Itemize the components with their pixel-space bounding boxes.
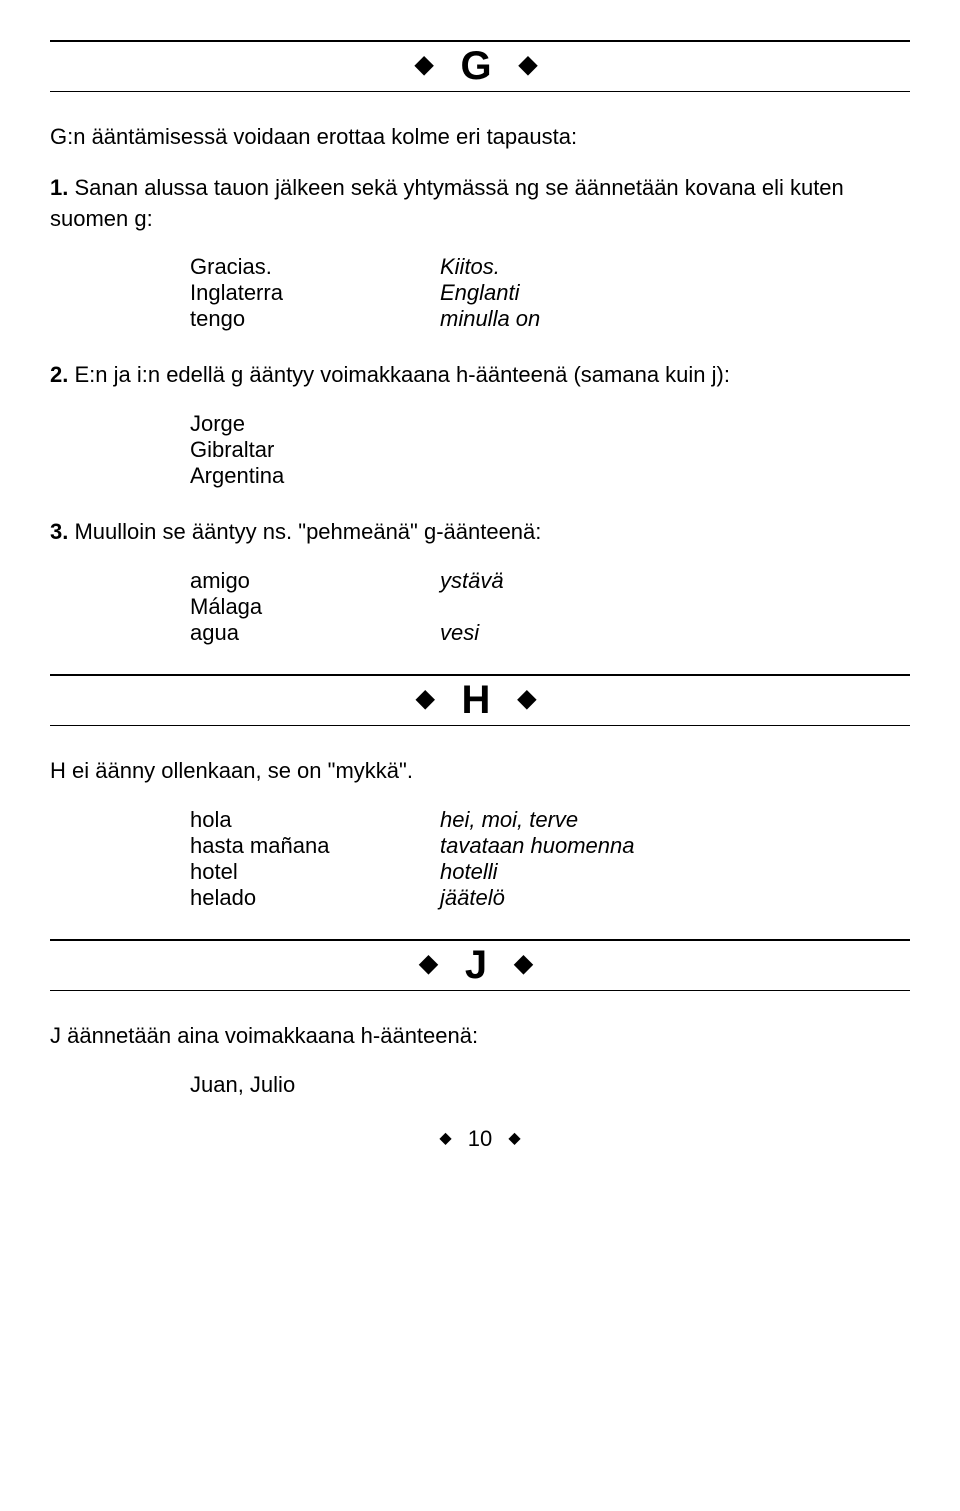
word-left: amigo (190, 568, 440, 594)
word-left: helado (190, 885, 440, 911)
word-left: tengo (190, 306, 440, 332)
table-row: Málaga (190, 594, 910, 620)
list-item: Jorge (190, 411, 910, 437)
diamond-icon: ◆ (514, 949, 540, 978)
word-right: hotelli (440, 859, 497, 885)
word-right: jäätelö (440, 885, 505, 911)
section-letter-h: ◆ H ◆ (50, 676, 910, 725)
diamond-icon: ◆ (419, 949, 445, 978)
table-row: hasta mañana tavataan huomenna (190, 833, 910, 859)
j-items: Juan, Julio (190, 1072, 910, 1098)
diamond-icon: ◆ (439, 1128, 451, 1148)
g-rule3: 3. Muulloin se ääntyy ns. "pehmeänä" g-ä… (50, 517, 910, 548)
list-item: Juan, Julio (190, 1072, 910, 1098)
rule2-num: 2. (50, 362, 68, 387)
letter-g: G (460, 44, 499, 88)
word-right: minulla on (440, 306, 540, 332)
g-rule2: 2. E:n ja i:n edellä g ääntyy voimakkaan… (50, 360, 910, 391)
word-right: Englanti (440, 280, 520, 306)
table-row: helado jäätelö (190, 885, 910, 911)
table-row: hola hei, moi, terve (190, 807, 910, 833)
list-item: Argentina (190, 463, 910, 489)
diamond-icon: ◆ (508, 1128, 520, 1148)
word-left: Málaga (190, 594, 440, 620)
rule2-text: E:n ja i:n edellä g ääntyy voimakkaana h… (68, 362, 730, 387)
table-row: Inglaterra Englanti (190, 280, 910, 306)
word-right: tavataan huomenna (440, 833, 635, 859)
g-rule1-table: Gracias. Kiitos. Inglaterra Englanti ten… (190, 254, 910, 332)
diamond-icon: ◆ (416, 684, 442, 713)
section-letter-j: ◆ J ◆ (50, 941, 910, 990)
page-footer: ◆ 10 ◆ (50, 1126, 910, 1152)
g-rule1: 1. Sanan alussa tauon jälkeen sekä yhtym… (50, 173, 910, 235)
rule3-num: 3. (50, 519, 68, 544)
word-left: Inglaterra (190, 280, 440, 306)
section-header-j: ◆ J ◆ (50, 940, 910, 991)
word-left: Gracias. (190, 254, 440, 280)
section-letter-g: ◆ G ◆ (50, 42, 910, 91)
diamond-icon: ◆ (518, 684, 544, 713)
h-table: hola hei, moi, terve hasta mañana tavata… (190, 807, 910, 911)
g-rule2-list: Jorge Gibraltar Argentina (190, 411, 910, 489)
g-rule3-table: amigo ystävä Málaga agua vesi (190, 568, 910, 646)
word-right: hei, moi, terve (440, 807, 578, 833)
rule1-text: Sanan alussa tauon jälkeen sekä yhtymäss… (50, 175, 844, 231)
table-row: amigo ystävä (190, 568, 910, 594)
word-right: Kiitos. (440, 254, 500, 280)
table-row: agua vesi (190, 620, 910, 646)
letter-h: H (462, 678, 499, 722)
table-row: tengo minulla on (190, 306, 910, 332)
word-left: hola (190, 807, 440, 833)
j-intro: J äännetään aina voimakkaana h-äänteenä: (50, 1021, 910, 1052)
word-left: agua (190, 620, 440, 646)
h-intro: H ei äänny ollenkaan, se on "mykkä". (50, 756, 910, 787)
page-number: 10 (468, 1126, 492, 1151)
word-left: hotel (190, 859, 440, 885)
section-header-g: ◆ G ◆ (50, 41, 910, 92)
word-right: ystävä (440, 568, 504, 594)
rule1-num: 1. (50, 175, 68, 200)
table-row: Gracias. Kiitos. (190, 254, 910, 280)
word-left: hasta mañana (190, 833, 440, 859)
g-intro: G:n ääntämisessä voidaan erottaa kolme e… (50, 122, 910, 153)
section-header-h: ◆ H ◆ (50, 675, 910, 726)
letter-j: J (465, 943, 495, 987)
diamond-icon: ◆ (519, 50, 545, 79)
list-item: Gibraltar (190, 437, 910, 463)
diamond-icon: ◆ (415, 50, 441, 79)
word-right: vesi (440, 620, 479, 646)
rule3-text: Muulloin se ääntyy ns. "pehmeänä" g-äänt… (68, 519, 541, 544)
table-row: hotel hotelli (190, 859, 910, 885)
